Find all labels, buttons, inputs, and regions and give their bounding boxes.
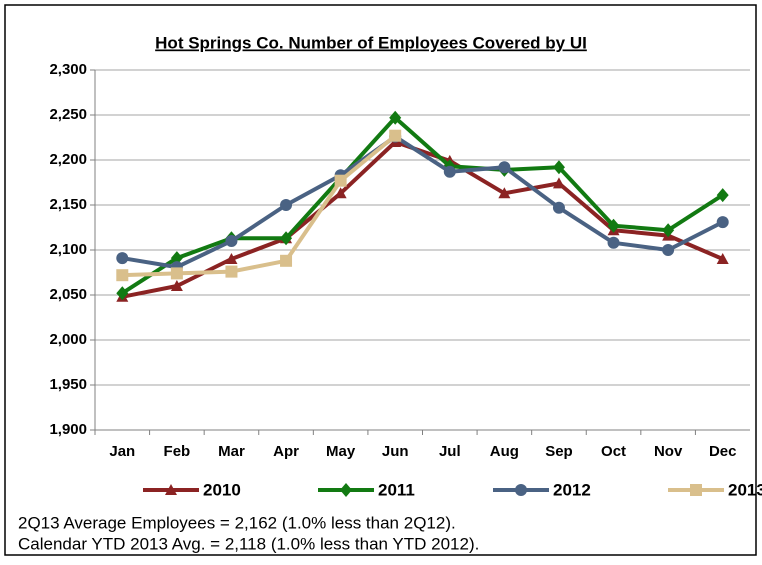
- x-tick-label: Sep: [545, 443, 573, 460]
- x-tick-label: Jun: [382, 443, 409, 460]
- marker: [716, 216, 729, 229]
- marker: [280, 254, 293, 267]
- y-tick-label: 1,950: [49, 376, 87, 393]
- y-tick-label: 2,000: [49, 331, 87, 348]
- annotation: 2Q13 Average Employees = 2,162 (1.0% les…: [18, 513, 456, 532]
- y-tick-label: 2,300: [49, 61, 87, 78]
- marker: [662, 223, 675, 238]
- marker: [116, 252, 129, 265]
- marker: [716, 253, 729, 264]
- series-line: [121, 115, 724, 295]
- chart-frame: [4, 4, 757, 556]
- x-tick-label: Feb: [164, 443, 191, 460]
- marker: [498, 161, 511, 174]
- marker: [389, 129, 402, 142]
- series-line: [121, 140, 724, 299]
- marker: [170, 251, 183, 266]
- legend-label: 2011: [378, 480, 415, 499]
- marker: [552, 177, 565, 189]
- marker: [607, 218, 620, 233]
- legend-label: 2010: [203, 480, 241, 499]
- x-tick-label: Dec: [709, 443, 737, 460]
- x-tick-label: Aug: [490, 443, 519, 460]
- marker: [280, 199, 293, 211]
- marker: [552, 201, 565, 214]
- marker: [662, 244, 675, 256]
- marker: [498, 187, 511, 199]
- marker: [165, 484, 177, 495]
- marker: [552, 160, 565, 175]
- marker: [389, 110, 402, 125]
- x-tick-label: Apr: [273, 443, 299, 460]
- marker: [716, 188, 729, 203]
- marker: [690, 484, 702, 496]
- legend-label: 2012: [553, 480, 591, 499]
- marker: [116, 269, 129, 282]
- marker: [225, 253, 238, 264]
- series-line: [121, 134, 724, 270]
- marker: [334, 174, 347, 187]
- marker: [116, 286, 129, 301]
- y-tick-label: 2,200: [49, 151, 87, 168]
- x-tick-label: Mar: [218, 443, 245, 460]
- marker: [515, 484, 527, 496]
- chart-title: Hot Springs Co. Number of Employees Cove…: [155, 33, 587, 52]
- marker: [607, 236, 620, 249]
- marker: [340, 483, 352, 497]
- y-tick-label: 2,150: [49, 196, 87, 213]
- x-tick-label: Nov: [654, 443, 683, 460]
- x-tick-label: May: [326, 443, 356, 460]
- marker: [225, 235, 238, 247]
- x-tick-label: Jan: [109, 443, 135, 460]
- marker: [170, 280, 183, 291]
- y-tick-label: 1,900: [49, 421, 87, 438]
- y-tick-label: 2,050: [49, 286, 87, 303]
- marker: [225, 265, 238, 278]
- y-tick-label: 2,100: [49, 241, 87, 258]
- x-tick-label: Jul: [439, 443, 461, 460]
- marker: [280, 231, 293, 246]
- annotation: Calendar YTD 2013 Avg. = 2,118 (1.0% les…: [18, 534, 479, 553]
- marker: [170, 267, 183, 280]
- series-line: [122, 134, 397, 278]
- marker: [334, 187, 347, 199]
- legend-label: 2013: [728, 480, 762, 499]
- x-tick-label: Oct: [601, 443, 626, 460]
- marker: [443, 165, 456, 178]
- y-tick-label: 2,250: [49, 106, 87, 123]
